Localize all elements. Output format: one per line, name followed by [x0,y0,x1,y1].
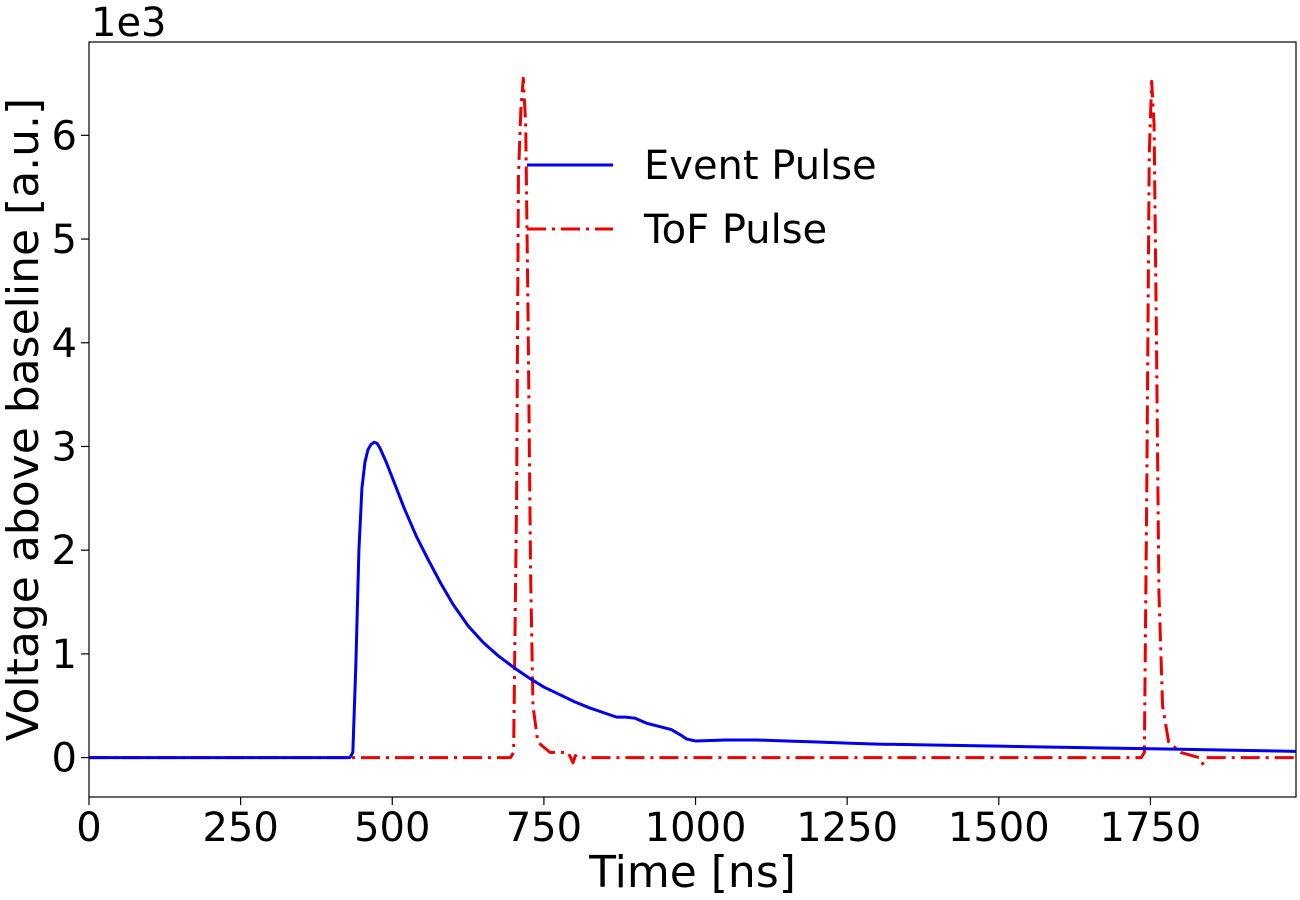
legend-label-event-pulse: Event Pulse [644,143,877,189]
y-tick-label: 5 [52,217,77,263]
x-tick-label: 0 [76,805,101,851]
y-axis: 0 1 2 3 4 5 6 [52,113,89,782]
y-tick-label: 4 [52,321,77,367]
y-tick-label: 6 [52,113,77,159]
x-tick-label: 750 [506,805,582,851]
y-tick-label: 3 [52,424,77,470]
series-line-event-pulse [89,440,1296,760]
y-tick-label: 0 [52,736,77,782]
y-offset-label: 1e3 [91,0,167,46]
x-axis: 0 250 500 750 1000 1250 1500 1750 [76,797,1201,851]
x-tick-label: 250 [202,805,278,851]
y-tick-label: 2 [52,528,77,574]
legend-label-tof-pulse: ToF Pulse [643,207,827,253]
series-line-tof-pulse [89,76,1296,766]
y-tick-label: 1 [52,632,77,678]
x-axis-label: Time [ns] [588,847,796,898]
x-tick-label: 1250 [796,805,898,851]
plot-frame [88,41,1297,798]
x-tick-label: 1750 [1100,805,1202,851]
x-tick-label: 1000 [645,805,747,851]
plot-content [89,76,1296,766]
x-tick-label: 1500 [948,805,1050,851]
legend: Event Pulse ToF Pulse [527,143,877,253]
x-tick-label: 500 [354,805,430,851]
y-axis-label: Voltage above baseline [a.u.] [0,98,49,741]
